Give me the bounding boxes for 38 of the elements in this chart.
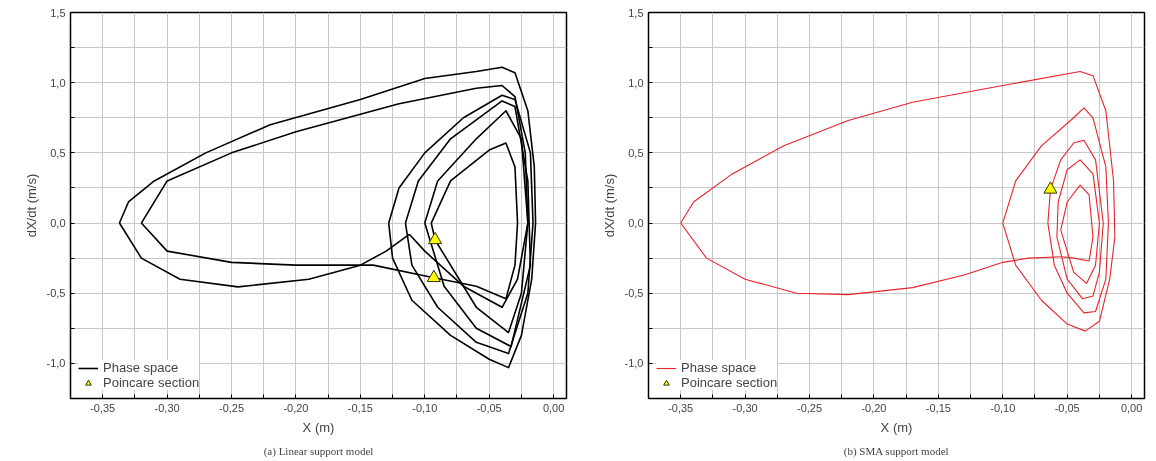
y-axis-title: dX/dt (m/s) [601,173,617,238]
x-tick-label: 0,00 [1120,401,1143,414]
legend-label: Phase space [681,360,757,375]
y-tick-label: -1,0 [46,357,66,370]
y-tick-label: 0,5 [628,146,644,159]
y-tick-label: 1,0 [50,76,66,89]
x-tick-label: -0,15 [925,401,951,414]
legend-label: Phase space [103,360,179,375]
x-tick-label: -0,10 [412,401,438,414]
legend-label: Poincare section [103,375,200,390]
x-tick-label: -0,10 [990,401,1016,414]
y-tick-label: 0,0 [50,217,66,230]
x-tick-label: -0,05 [1054,401,1080,414]
x-tick-label: -0,05 [476,401,502,414]
y-tick-label: 1,5 [50,6,66,19]
y-tick-label: 0,0 [628,217,644,230]
y-axis-title: dX/dt (m/s) [23,173,39,238]
x-tick-label: -0,30 [732,401,758,414]
x-tick-label: -0,35 [668,401,694,414]
y-tick-label: 1,0 [628,76,644,89]
x-tick-label: -0,20 [861,401,887,414]
x-axis-title: X (m) [880,419,913,435]
x-tick-label: 0,00 [542,401,565,414]
y-tick-label: -0,5 [624,287,644,300]
y-tick-label: -1,0 [624,357,644,370]
text: (a) Linear support model [263,444,374,458]
y-tick-label: -0,5 [46,287,66,300]
x-tick-label: -0,30 [154,401,180,414]
x-tick-label: -0,20 [283,401,309,414]
y-tick-label: 0,5 [50,146,66,159]
text: (b) SMA support model [843,444,949,458]
x-axis-title: X (m) [302,419,335,435]
x-tick-label: -0,25 [797,401,823,414]
x-tick-label: -0,35 [90,401,116,414]
x-tick-label: -0,15 [347,401,373,414]
y-tick-label: 1,5 [628,6,644,19]
x-tick-label: -0,25 [219,401,245,414]
legend-label: Poincare section [681,375,778,390]
